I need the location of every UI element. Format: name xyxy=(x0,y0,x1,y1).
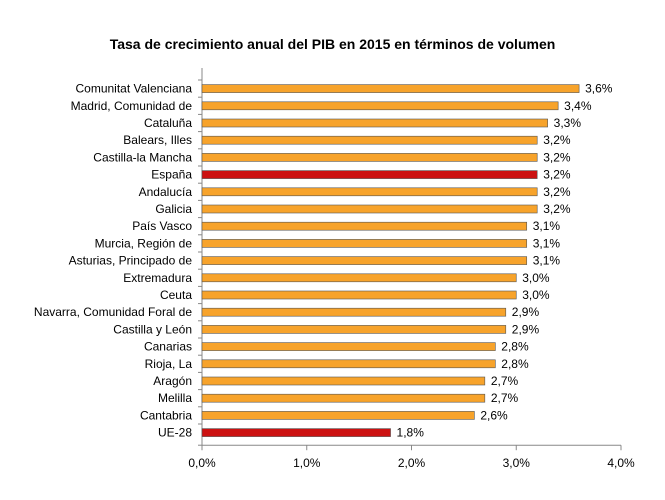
category-label: Murcia, Región de xyxy=(95,236,193,250)
category-label: Castilla y León xyxy=(113,322,192,336)
x-tick-label: 4,0% xyxy=(607,456,635,470)
value-label: 2,9% xyxy=(512,322,540,336)
value-label: 3,1% xyxy=(533,254,561,268)
value-label: 2,7% xyxy=(491,391,519,405)
bar xyxy=(201,325,507,334)
bar xyxy=(201,376,486,386)
value-label: 3,3% xyxy=(554,116,582,130)
x-tick-label: 0,0% xyxy=(188,456,216,470)
category-label: Asturias, Principado de xyxy=(69,254,193,268)
category-label: Comunitat Valenciana xyxy=(75,82,192,96)
category-label: Rioja, La xyxy=(145,357,193,371)
bar xyxy=(201,290,517,300)
value-label: 2,8% xyxy=(501,357,529,371)
value-label: 3,0% xyxy=(522,288,550,302)
bar xyxy=(201,411,475,420)
category-label: País Vasco xyxy=(132,219,192,233)
value-label: 3,2% xyxy=(543,133,571,147)
value-label: 3,2% xyxy=(543,202,571,216)
bar xyxy=(201,342,496,351)
bar xyxy=(201,101,559,111)
bar xyxy=(201,307,507,317)
value-label: 3,1% xyxy=(533,219,561,233)
category-label: Madrid, Comunidad de xyxy=(71,99,193,113)
bar xyxy=(201,204,538,214)
bar xyxy=(201,256,528,265)
category-label: Balears, Illes xyxy=(123,133,192,147)
x-tick-label: 3,0% xyxy=(503,456,531,470)
value-label: 2,7% xyxy=(491,374,519,388)
category-label: Extremadura xyxy=(123,271,192,285)
value-label: 3,2% xyxy=(543,150,571,164)
value-label: 2,8% xyxy=(501,340,529,354)
category-label: Cantabria xyxy=(140,408,192,422)
category-label: Aragón xyxy=(153,374,192,388)
category-label: Cataluña xyxy=(144,116,192,130)
value-label: 2,9% xyxy=(512,305,540,319)
bar xyxy=(201,84,580,93)
value-label: 3,0% xyxy=(522,271,550,285)
category-label: Ceuta xyxy=(160,288,192,302)
bar xyxy=(201,170,538,179)
x-tick-label: 1,0% xyxy=(293,456,321,470)
category-label: Melilla xyxy=(158,391,192,405)
bar xyxy=(201,359,496,369)
bar xyxy=(201,187,538,197)
value-label: 3,2% xyxy=(543,168,571,182)
category-label: Canarias xyxy=(144,340,192,354)
chart-title: Tasa de crecimiento anual del PIB en 201… xyxy=(109,36,556,52)
value-label: 3,2% xyxy=(543,185,571,199)
category-label: UE-28 xyxy=(158,426,192,440)
bar xyxy=(201,428,391,437)
category-label: Castilla-la Mancha xyxy=(93,150,192,164)
category-label: Galicia xyxy=(155,202,192,216)
category-label: España xyxy=(151,168,192,182)
value-label: 3,1% xyxy=(533,236,561,250)
bar xyxy=(201,221,528,231)
value-label: 3,4% xyxy=(564,99,592,113)
value-label: 2,6% xyxy=(480,408,508,422)
value-label: 3,6% xyxy=(585,82,613,96)
bar xyxy=(201,153,538,162)
bar xyxy=(201,135,538,145)
category-label: Navarra, Comunidad Foral de xyxy=(34,305,192,319)
value-label: 1,8% xyxy=(397,426,425,440)
bar xyxy=(201,118,548,128)
bar xyxy=(201,273,517,283)
bar xyxy=(201,239,528,248)
bar xyxy=(201,393,486,403)
x-tick-label: 2,0% xyxy=(398,456,426,470)
category-label: Andalucía xyxy=(139,185,193,199)
